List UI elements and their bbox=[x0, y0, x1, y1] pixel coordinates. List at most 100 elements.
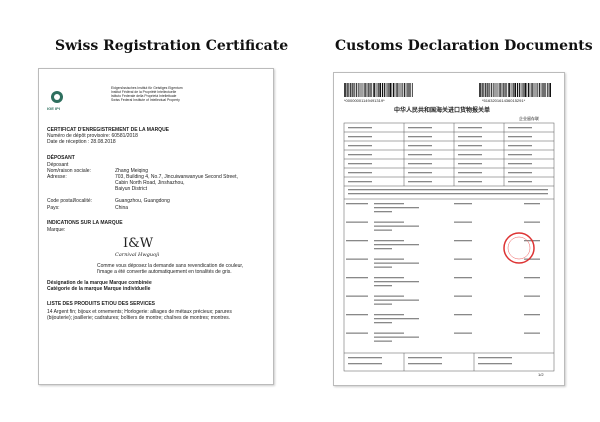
list: 14 Argent fin; bijoux et ornements; Horl… bbox=[47, 309, 232, 321]
label: Déposant bbox=[47, 162, 69, 168]
item-text bbox=[524, 203, 540, 205]
item-text bbox=[374, 332, 404, 334]
barcode-bar bbox=[491, 83, 492, 97]
value: Zhang Meiqing bbox=[115, 168, 149, 174]
logo-icon bbox=[51, 91, 63, 103]
customs-title: 中华人民共和国海关进口货物报关单 bbox=[394, 107, 491, 114]
item-text bbox=[524, 277, 540, 279]
value: 703, Building 4, No.7, Jincuiwanwanyue S… bbox=[115, 174, 238, 180]
value: Cabin North Road, Jinshazhou, bbox=[115, 180, 185, 186]
barcode-bar bbox=[348, 83, 350, 97]
barcode-bar bbox=[368, 83, 370, 97]
item-text bbox=[374, 211, 392, 213]
field-text bbox=[408, 172, 432, 174]
item-text bbox=[374, 240, 404, 242]
field-text bbox=[348, 189, 548, 191]
field-text bbox=[348, 363, 382, 365]
section: LISTE DES PRODUITS ET/OU DES SERVICES bbox=[47, 301, 155, 307]
barcode-bar bbox=[514, 83, 517, 97]
field-text bbox=[348, 163, 372, 165]
barcode-bar bbox=[374, 83, 376, 97]
barcode-bar bbox=[345, 83, 347, 97]
barcode-bar bbox=[401, 83, 403, 97]
barcode-bar bbox=[364, 83, 366, 97]
barcode-bar bbox=[411, 83, 413, 97]
item-text bbox=[346, 203, 368, 205]
barcode-bar bbox=[389, 83, 392, 97]
item-text bbox=[374, 299, 419, 301]
item-text bbox=[346, 277, 368, 279]
barcode-bar bbox=[357, 83, 359, 97]
barcode-bar bbox=[352, 83, 354, 97]
field-text bbox=[408, 127, 432, 129]
barcode-bar bbox=[530, 83, 532, 97]
item-text bbox=[454, 258, 472, 260]
barcode-bar bbox=[523, 83, 525, 97]
barcode-bar bbox=[503, 83, 505, 97]
heading: Swiss Registration Certificate bbox=[55, 38, 289, 54]
barcode-bar bbox=[398, 83, 400, 97]
barcode-bar bbox=[524, 83, 527, 97]
institute: Institut Fédéral de la Propriété Intelle… bbox=[111, 90, 177, 94]
date: Date de réception : 28.08.2018 bbox=[47, 139, 116, 145]
barcode-bar bbox=[480, 83, 482, 97]
field-text bbox=[508, 136, 532, 138]
barcode-bar bbox=[396, 83, 398, 97]
field-text bbox=[348, 172, 372, 174]
barcode-bar bbox=[505, 83, 507, 97]
barcode-bar bbox=[546, 83, 548, 97]
item-text bbox=[374, 207, 419, 209]
item-text bbox=[374, 248, 392, 250]
field-text bbox=[458, 154, 482, 156]
barcode-bar bbox=[392, 83, 394, 97]
barcode-bar bbox=[549, 83, 551, 97]
barcode-bar bbox=[536, 83, 538, 97]
field-text bbox=[508, 127, 532, 129]
barcode-bar bbox=[366, 83, 368, 97]
barcode-bar bbox=[354, 83, 356, 97]
section: INDICATIONS SUR LA MARQUE bbox=[47, 220, 123, 226]
barcode-bar bbox=[483, 83, 485, 97]
item-text bbox=[374, 266, 392, 268]
barcode-bar bbox=[378, 83, 380, 97]
value: Baiyun District bbox=[115, 186, 147, 192]
field-text bbox=[508, 154, 532, 156]
item-text bbox=[374, 285, 392, 287]
label: Marque: bbox=[47, 227, 66, 233]
item-text bbox=[454, 203, 472, 205]
barcode-bar bbox=[487, 83, 489, 97]
stamp bbox=[503, 232, 535, 264]
barcode-bar bbox=[384, 83, 386, 97]
item-text bbox=[374, 340, 392, 342]
item-text bbox=[454, 240, 472, 242]
barcode-bar bbox=[408, 83, 410, 97]
item-text bbox=[374, 281, 419, 283]
customs-document: *00000001149491319* *516320161436015291*… bbox=[333, 72, 565, 386]
item-text bbox=[374, 277, 404, 279]
barcode-bar bbox=[370, 83, 372, 97]
designation: Désignation de la marque Marque combinée bbox=[47, 280, 152, 286]
item-text bbox=[524, 258, 540, 260]
item-text bbox=[374, 336, 419, 338]
cert-title: CERTIFICAT D'ENREGISTREMENT DE LA MARQUE bbox=[47, 127, 170, 133]
field-text bbox=[478, 357, 512, 359]
label: Nom/raison sociale: bbox=[47, 168, 91, 174]
field-text bbox=[348, 154, 372, 156]
barcode-bar bbox=[489, 83, 491, 97]
field-text bbox=[348, 127, 372, 129]
field-text bbox=[408, 154, 432, 156]
barcode-bar bbox=[513, 83, 515, 97]
customs-form bbox=[343, 83, 555, 372]
field-text bbox=[508, 172, 532, 174]
barcode-bar bbox=[395, 83, 397, 97]
mark-sub: Carnival Hwguoji bbox=[115, 252, 160, 258]
barcode-bar bbox=[356, 83, 357, 97]
field-text bbox=[458, 145, 482, 147]
barcode-bar bbox=[344, 83, 345, 97]
item-text bbox=[454, 221, 472, 223]
item-text bbox=[454, 277, 472, 279]
logo: IGE IPI bbox=[47, 106, 60, 111]
institute: Eidgenössisches Institut für Geistiges E… bbox=[111, 86, 183, 90]
page-number: 1/2 bbox=[538, 372, 544, 377]
field-text bbox=[478, 363, 512, 365]
